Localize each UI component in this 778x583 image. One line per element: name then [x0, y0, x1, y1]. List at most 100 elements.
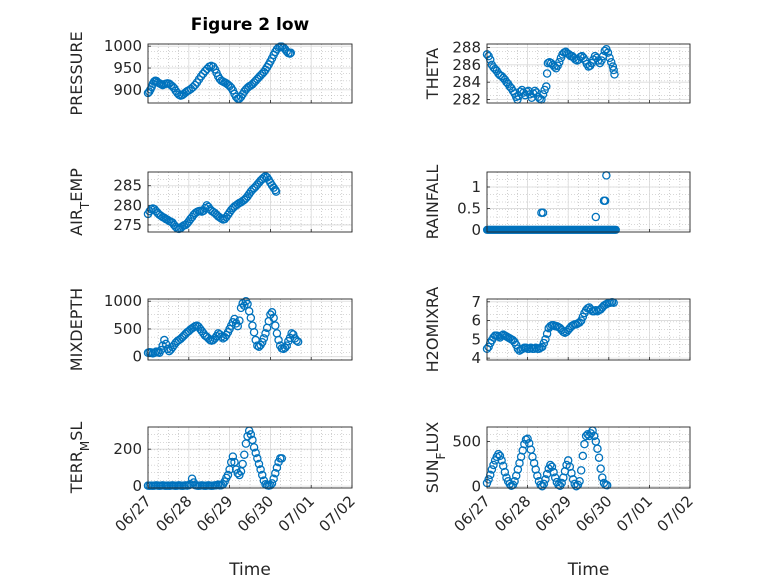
y-axis-label: AIRTEMP — [67, 168, 92, 236]
data-point — [500, 467, 510, 477]
data-point — [605, 53, 614, 63]
y-tick-label: 1 — [471, 178, 481, 196]
axes-box — [147, 426, 353, 489]
y-tick-label: 950 — [113, 59, 142, 77]
data-point — [256, 465, 265, 474]
y-axis-label: TERRMSL — [67, 422, 92, 495]
data-point — [541, 475, 550, 484]
data-point — [541, 335, 550, 344]
data-point — [266, 480, 275, 490]
y-tick-label: 282 — [452, 91, 481, 109]
data-point — [596, 464, 605, 473]
data-point — [286, 48, 296, 57]
data-point — [259, 334, 269, 343]
y-tick-label: 200 — [113, 440, 142, 458]
y-tick-label: 0 — [132, 348, 142, 366]
data-point — [274, 335, 283, 345]
data-point — [489, 460, 498, 470]
data-point — [547, 462, 557, 472]
y-tick-label: 1000 — [104, 37, 142, 55]
grid — [486, 172, 691, 232]
data-point — [597, 56, 606, 65]
data-point — [217, 332, 226, 341]
chart-title: Figure 2 low — [191, 15, 310, 35]
series-markers — [143, 296, 303, 358]
data-point — [249, 328, 259, 337]
y-tick-label: 5 — [471, 330, 481, 348]
data-point — [196, 72, 206, 81]
axes-box — [147, 171, 353, 233]
data-point — [253, 454, 262, 463]
series-markers — [482, 426, 612, 491]
y-tick-label: 900 — [113, 81, 142, 99]
y-tick-label: 500 — [113, 320, 142, 338]
data-point — [161, 339, 171, 349]
data-point — [542, 82, 551, 91]
y-tick-label: 286 — [452, 56, 481, 74]
data-point — [238, 459, 247, 469]
data-point — [606, 57, 616, 67]
y-axis-label: PRESSURE — [67, 31, 86, 115]
y-tick-label: 6 — [471, 312, 481, 330]
data-point — [542, 69, 552, 78]
data-point — [523, 434, 532, 443]
axes-box — [486, 298, 691, 361]
axes-box — [147, 298, 353, 361]
data-point — [188, 83, 198, 92]
series-markers — [143, 42, 296, 103]
data-point — [269, 474, 278, 484]
axes-box — [147, 43, 353, 104]
data-point — [611, 225, 620, 234]
data-point — [487, 465, 497, 474]
y-tick-label: 0.5 — [457, 199, 481, 217]
data-point — [602, 481, 612, 490]
data-point — [235, 316, 244, 325]
data-point — [254, 459, 264, 469]
data-point — [497, 456, 506, 465]
y-axis-label: H2OMIXRA — [423, 287, 442, 373]
axes-box — [486, 43, 691, 104]
data-point — [272, 463, 282, 472]
y-tick-label: 0 — [132, 477, 142, 495]
data-point — [267, 308, 277, 317]
data-point — [163, 344, 172, 354]
data-point — [240, 450, 249, 459]
data-point — [190, 80, 200, 90]
data-point — [277, 454, 287, 463]
data-point — [495, 451, 505, 461]
series-markers — [143, 426, 287, 491]
data-point — [257, 470, 267, 480]
y-tick-label: 1000 — [104, 292, 142, 310]
series-markers — [482, 44, 619, 104]
y-tick-label: 275 — [113, 216, 142, 234]
data-point — [484, 475, 493, 484]
y-tick-label: 0 — [471, 221, 481, 239]
data-point — [603, 48, 613, 57]
data-point — [251, 448, 260, 458]
data-point — [267, 479, 277, 488]
data-point — [546, 460, 555, 470]
data-point — [594, 453, 604, 462]
y-axis-label: THETA — [423, 48, 442, 100]
series-markers — [143, 172, 281, 234]
data-point — [550, 473, 560, 482]
data-point — [285, 49, 295, 58]
data-point — [533, 471, 542, 481]
data-point — [246, 430, 256, 439]
y-tick-label: 500 — [452, 432, 481, 450]
data-point — [228, 452, 238, 461]
y-axis-label: MIXDEPTH — [67, 288, 86, 371]
data-point — [608, 62, 618, 71]
y-tick-label: 4 — [471, 349, 481, 367]
data-point — [578, 451, 588, 461]
data-point — [576, 466, 586, 475]
y-tick-label: 288 — [452, 38, 481, 56]
data-point — [542, 329, 552, 338]
data-point — [271, 468, 280, 478]
data-point — [198, 69, 208, 78]
data-point — [510, 476, 519, 486]
data-point — [549, 467, 558, 477]
data-point — [581, 431, 591, 441]
